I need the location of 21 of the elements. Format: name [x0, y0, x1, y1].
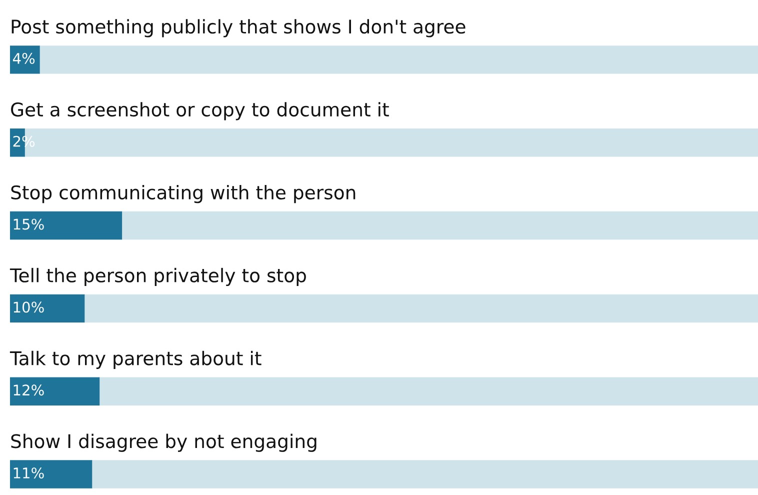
y-tick-label: Show I disagree by not engaging — [11, 434, 316, 452]
y-tick-label: Tell the person privately to stop — [10, 268, 306, 286]
data-label: 10% — [14, 302, 44, 313]
y-tick-label: Post something publicly that shows I don't agree — [12, 19, 466, 38]
bar — [10, 46, 40, 74]
bar — [40, 46, 758, 74]
bar — [10, 211, 122, 240]
y-tick-label: Get a screenshot or copy to document it — [11, 102, 389, 120]
bar — [10, 460, 92, 488]
bar — [122, 211, 758, 240]
data-label: 15% — [14, 218, 44, 230]
bar — [92, 460, 758, 488]
data-label: 12% — [14, 384, 44, 396]
bar — [10, 377, 100, 406]
data-label: 11% — [14, 467, 44, 479]
data-label: 4% — [12, 52, 35, 64]
y-tick-label: Stop communicating with the person — [11, 184, 356, 204]
bar — [10, 294, 85, 323]
bar — [84, 294, 758, 323]
y-tick-label: Talk to my parents about it — [10, 350, 262, 369]
bar — [100, 377, 758, 406]
